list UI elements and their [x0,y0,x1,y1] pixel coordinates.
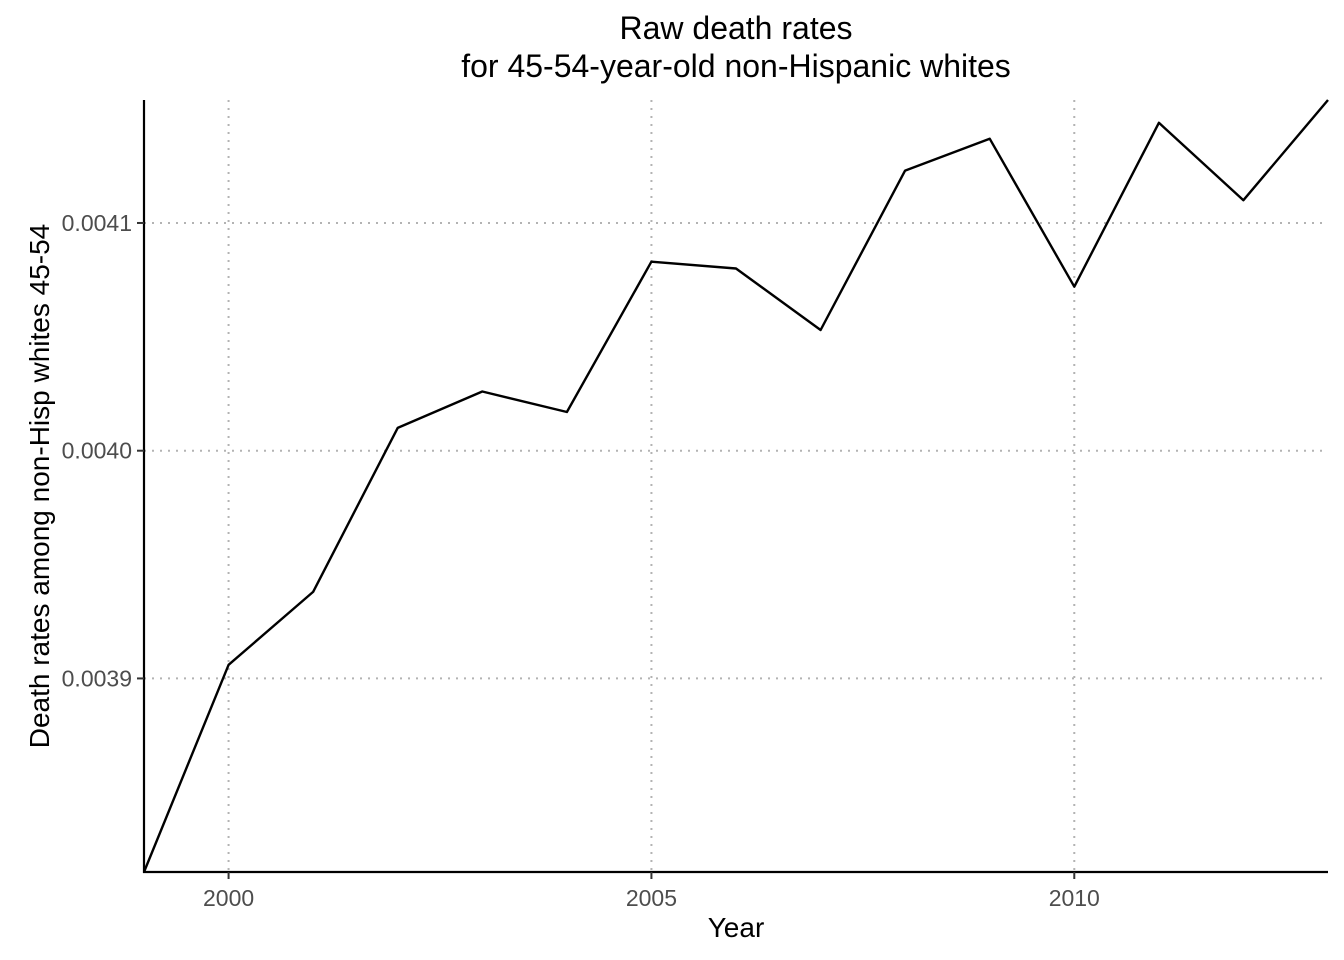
series-layer [142,99,1329,873]
x-tick-label-2000: 2000 [203,885,254,911]
x-tick-label-2010: 2010 [1049,885,1100,911]
axes [142,100,1328,874]
y-tick-label-0.0039: 0.0039 [62,665,132,691]
y-axis-label: Death rates among non-Hisp whites 45-54 [24,223,55,749]
y-tick-label-0.0041: 0.0041 [62,210,132,236]
tick-labels: 2000 2005 2010 0.0039 0.0040 0.0041 [62,210,1100,911]
y-tick-label-0.0040: 0.0040 [62,438,132,464]
series-line-0 [142,99,1329,873]
gridlines [144,100,1328,872]
chart-title-line-1: Raw death rates [619,10,853,46]
x-tick-label-2005: 2005 [626,885,677,911]
x-axis-label: Year [707,912,765,943]
chart-title-line-2: for 45-54-year-old non-Hispanic whites [461,48,1011,84]
